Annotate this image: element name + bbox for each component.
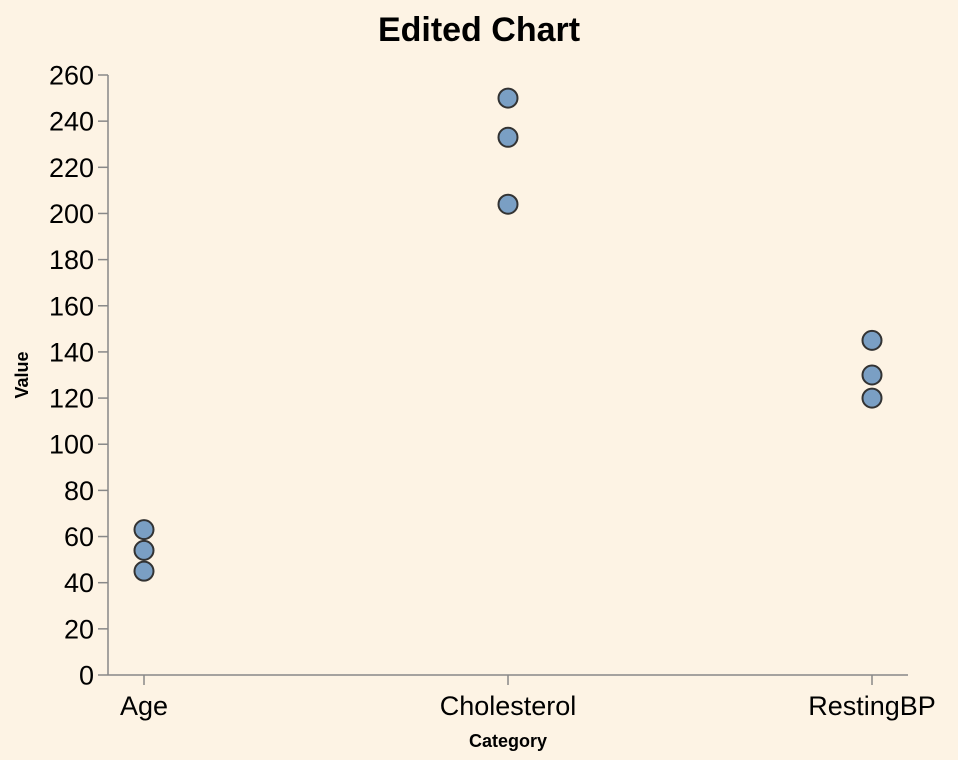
y-tick-label: 240 [49, 107, 94, 137]
y-tick-label: 100 [49, 430, 94, 460]
data-points [133, 87, 883, 582]
data-point [861, 364, 883, 386]
data-point [861, 329, 883, 351]
y-tick-label: 0 [79, 661, 94, 691]
x-axis: Age Cholesterol RestingBP [108, 674, 936, 721]
y-axis: 0 20 40 60 80 100 120 140 160 180 200 220 240 260 [49, 61, 109, 691]
x-tick-label: Cholesterol [440, 691, 577, 721]
data-point [861, 387, 883, 409]
chart-title: Edited Chart [378, 11, 580, 49]
y-tick-label: 80 [64, 476, 94, 506]
y-tick-label: 40 [64, 568, 94, 598]
y-tick-label: 200 [49, 199, 94, 229]
y-tick-label: 120 [49, 384, 94, 414]
x-axis-title: Category [469, 731, 547, 751]
y-tick-label: 220 [49, 153, 94, 183]
data-point [497, 193, 519, 215]
data-point [497, 87, 519, 109]
y-tick-label: 140 [49, 337, 94, 367]
data-point [133, 539, 155, 561]
x-tick-label: RestingBP [808, 691, 936, 721]
y-axis-title: Value [12, 351, 32, 398]
y-tick-label: 180 [49, 245, 94, 275]
y-tick-label: 160 [49, 291, 94, 321]
x-tick-label: Age [120, 691, 168, 721]
y-tick-label: 60 [64, 522, 94, 552]
data-point [133, 560, 155, 582]
data-point [497, 126, 519, 148]
y-tick-label: 260 [49, 61, 94, 91]
y-tick-label: 20 [64, 614, 94, 644]
data-point [133, 519, 155, 541]
